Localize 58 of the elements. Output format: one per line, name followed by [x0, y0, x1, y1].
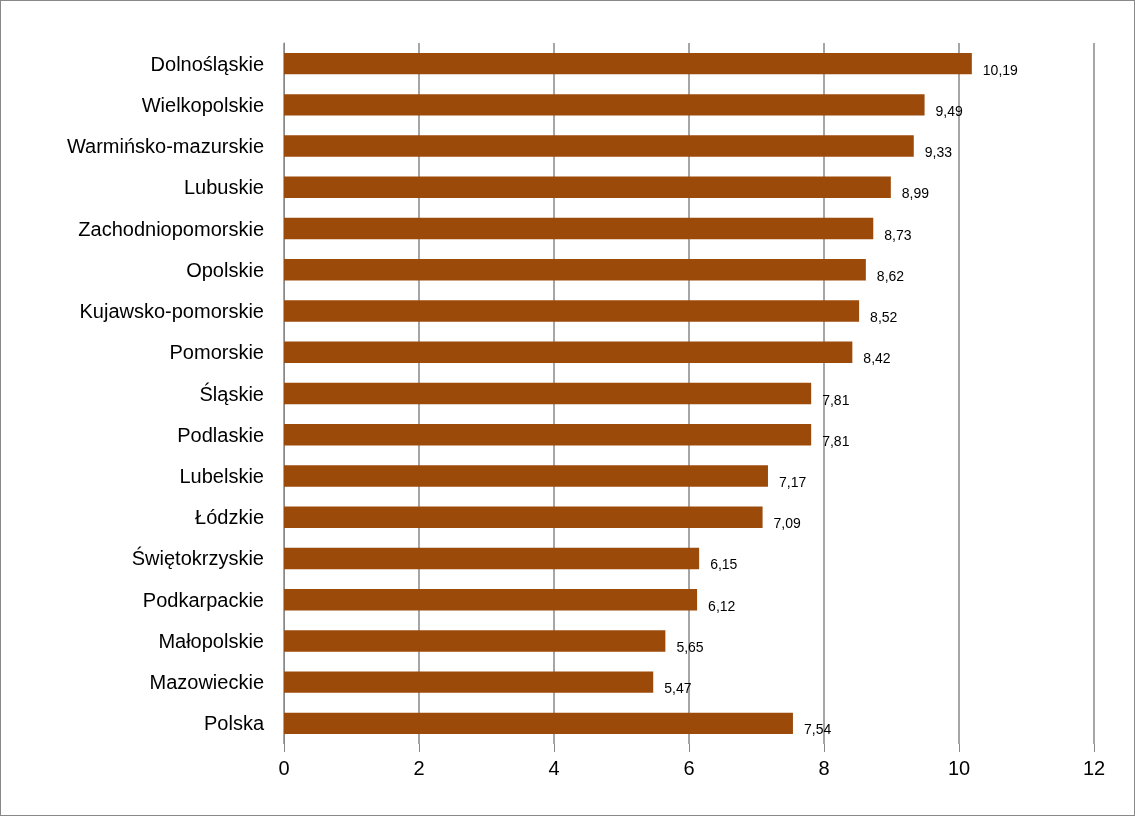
bar	[284, 341, 853, 363]
y-tick-label: Śląskie	[199, 381, 264, 405]
bar	[284, 547, 700, 570]
data-label: 7,81	[822, 432, 850, 449]
x-tick-label: 8	[818, 757, 830, 779]
data-label: 7,54	[803, 721, 832, 738]
bar	[284, 382, 812, 405]
data-label: 7,09	[773, 515, 802, 532]
data-label: 7,17	[778, 473, 807, 490]
data-label: 8,73	[884, 226, 912, 243]
y-tick-label: Lubuskie	[183, 176, 264, 199]
bar	[284, 506, 763, 528]
bar	[284, 94, 925, 116]
bar	[284, 465, 768, 487]
bar	[284, 176, 891, 199]
bar	[284, 52, 972, 75]
x-tick-label: 10	[947, 757, 971, 779]
bar	[284, 135, 914, 157]
y-tick-label: Dolnośląskie	[150, 52, 264, 75]
data-label: 8,99	[901, 185, 930, 202]
data-label: 6,15	[710, 556, 738, 573]
x-tick-label: 6	[683, 757, 695, 779]
y-tick-label: Zachodniopomorskie	[78, 217, 264, 240]
y-tick-label: Łódzkie	[195, 506, 264, 529]
y-tick-label: Mazowieckie	[149, 671, 264, 694]
data-label: 8,62	[876, 267, 905, 284]
data-label: 5,65	[676, 638, 704, 655]
y-tick-label: Małopolskie	[158, 629, 264, 652]
y-tick-label: Kujawsko-pomorskie	[79, 300, 264, 323]
data-label: 8,52	[870, 309, 898, 326]
bar	[284, 630, 666, 652]
y-tick-label: Pomorskie	[169, 341, 264, 364]
data-label: 5,47	[664, 680, 692, 697]
y-tick-label: Opolskie	[186, 258, 264, 281]
bar	[284, 217, 874, 240]
bar	[284, 671, 654, 693]
x-tick-label: 12	[1082, 757, 1106, 779]
bar	[284, 712, 793, 735]
data-label: 7,81	[822, 391, 850, 408]
x-tick-label: 0	[278, 757, 290, 779]
y-tick-label: Wielkopolskie	[141, 93, 264, 116]
bar	[284, 300, 860, 322]
bar	[284, 424, 812, 446]
data-label: 10,19	[982, 61, 1019, 78]
y-tick-label: Podlaskie	[177, 423, 264, 446]
data-label: 9,49	[935, 102, 964, 119]
y-tick-label: Podkarpackie	[142, 588, 264, 611]
x-tick-label: 2	[413, 757, 425, 779]
x-tick-label: 4	[548, 757, 560, 779]
y-tick-label: Warmińsko-mazurskie	[66, 135, 264, 158]
y-tick-label: Lubelskie	[179, 464, 264, 487]
bar	[284, 259, 866, 281]
bar	[284, 588, 698, 611]
data-label: 8,42	[863, 350, 891, 367]
data-label: 9,33	[924, 144, 953, 161]
y-tick-label: Świętokrzyskie	[131, 546, 264, 570]
data-label: 6,12	[708, 597, 736, 614]
y-tick-label: Polska	[203, 712, 265, 735]
